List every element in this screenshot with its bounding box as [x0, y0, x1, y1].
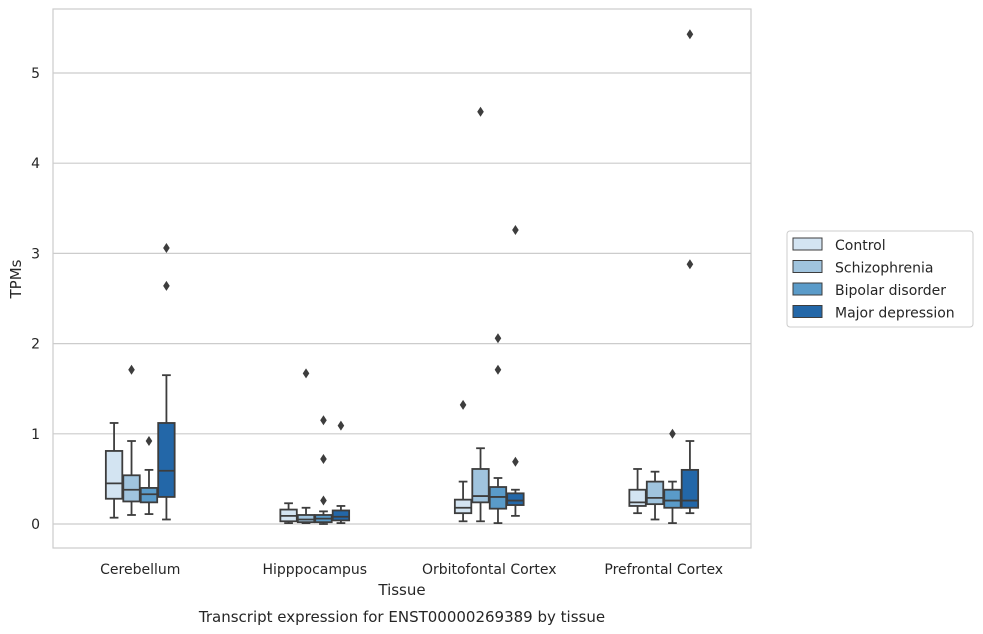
outlier-point	[320, 495, 327, 506]
legend-swatch	[792, 282, 823, 296]
y-tick-labels: 0 1 2 3 4 5	[31, 66, 40, 533]
box-schizophrenia	[122, 364, 141, 516]
outlier-point	[459, 399, 467, 410]
outlier-point	[163, 242, 170, 253]
box-bipolar-disorder	[314, 415, 333, 525]
box-body	[122, 474, 141, 503]
box-major-depression	[331, 420, 351, 524]
box-control	[628, 468, 647, 515]
outlier-point	[494, 364, 502, 375]
x-tick-label: Orbitofontal Cortex	[422, 562, 557, 578]
box-body	[680, 468, 700, 509]
outlier-point	[320, 415, 327, 426]
box-body	[506, 492, 525, 506]
x-tick-label: Cerebellum	[100, 562, 180, 578]
legend-swatch	[792, 237, 823, 251]
y-tick-label: 4	[31, 156, 40, 172]
box-control	[104, 422, 124, 519]
box-body	[139, 487, 159, 504]
box-body	[331, 509, 351, 522]
box-body	[471, 468, 490, 504]
y-axis-label: TPMs	[7, 259, 25, 299]
y-tick-label: 0	[31, 517, 40, 533]
y-tick-label: 3	[31, 246, 40, 262]
legend-swatch	[792, 305, 823, 318]
legend-swatch	[792, 260, 823, 273]
box-schizophrenia	[296, 368, 316, 524]
legend-label: Control	[835, 238, 886, 254]
y-tick-label: 2	[31, 337, 40, 353]
legend-label: Schizophrenia	[835, 261, 933, 277]
box-body	[488, 486, 508, 510]
box-schizophrenia	[471, 106, 490, 523]
box-body	[628, 488, 647, 507]
box-body	[645, 480, 665, 506]
box-bipolar-disorder	[663, 428, 682, 524]
outlier-point	[320, 454, 327, 465]
box-major-depression	[680, 29, 700, 515]
box-body	[453, 498, 473, 515]
y-tick-label: 5	[31, 66, 40, 82]
outlier-point	[145, 436, 153, 447]
outlier-point	[337, 420, 345, 431]
outlier-point	[163, 280, 170, 291]
outlier-point	[512, 224, 519, 235]
box-body	[663, 488, 682, 509]
y-tick-label: 1	[31, 427, 40, 443]
outlier-point	[512, 456, 519, 467]
x-tick-label: Hipppocampus	[262, 562, 367, 578]
box-body	[104, 450, 124, 500]
x-tick-labels: Cerebellum Hipppocampus Orbitofontal Corte…	[100, 562, 723, 578]
box-major-depression	[506, 224, 525, 517]
box-bipolar-disorder	[139, 436, 159, 515]
box-body	[157, 422, 176, 498]
legend-frame	[786, 230, 974, 328]
box-control	[453, 399, 473, 523]
legend-label: Bipolar disorder	[835, 283, 946, 299]
boxes	[104, 29, 700, 525]
outlier-point	[302, 368, 310, 379]
outlier-point	[686, 29, 694, 40]
box-body	[296, 514, 316, 524]
x-axis-label: Tissue	[377, 581, 425, 599]
box-bipolar-disorder	[488, 333, 508, 524]
box-schizophrenia	[645, 470, 665, 521]
box-control	[279, 502, 298, 524]
outlier-point	[477, 106, 484, 117]
outlier-point	[669, 428, 676, 439]
outlier-point	[494, 333, 502, 344]
legend-label: Major depression	[835, 306, 955, 322]
x-tick-label: Prefrontal Cortex	[604, 562, 723, 578]
chart-caption: Transcript expression for ENST0000026938…	[198, 608, 605, 626]
box-major-depression	[157, 242, 176, 521]
outlier-point	[128, 364, 135, 375]
legend: Control Schizophrenia Bipolar disorder Majo…	[786, 230, 974, 328]
outlier-point	[686, 259, 694, 270]
